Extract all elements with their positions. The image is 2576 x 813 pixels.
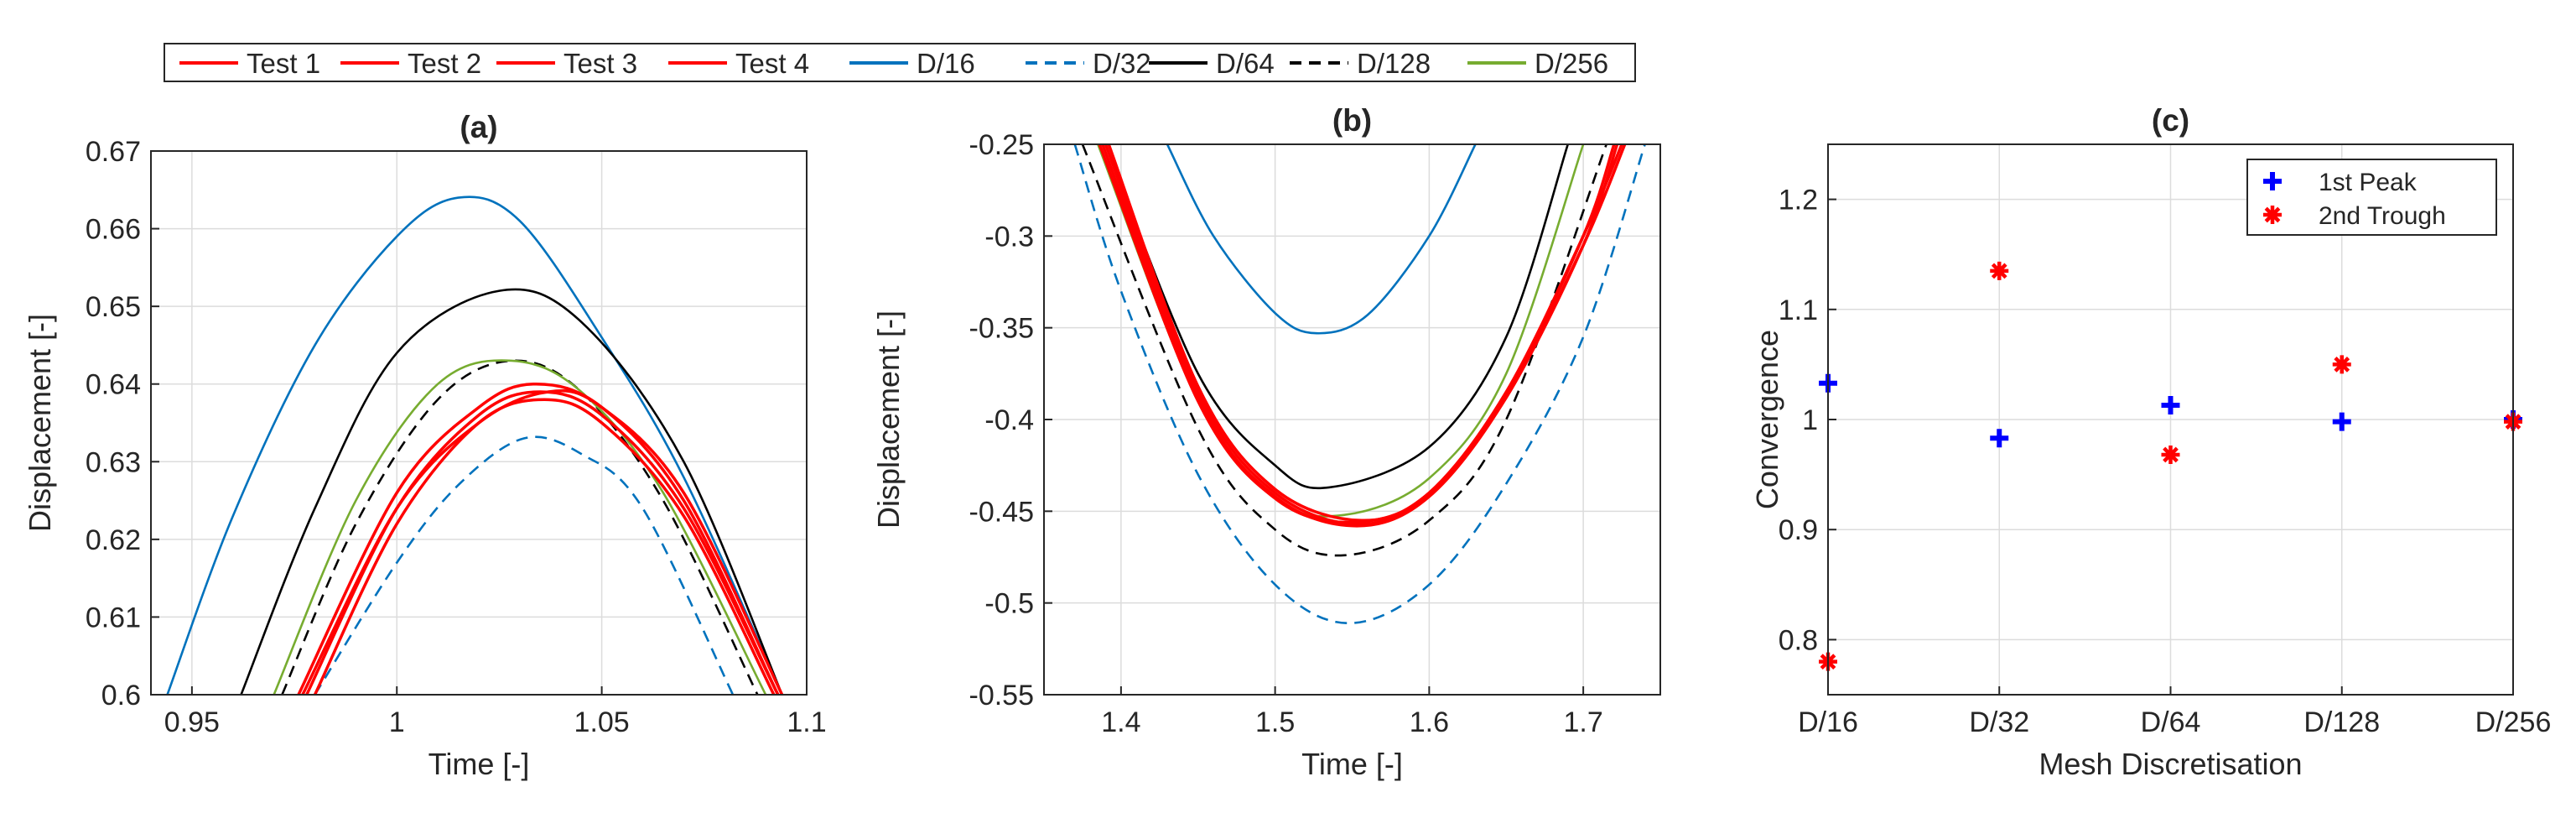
x-tick-label: D/128 (2303, 706, 2380, 738)
y-axis-label: Displacement [-] (23, 314, 57, 532)
legend-marker-1st-peak (2263, 172, 2282, 190)
x-tick-label: D/32 (1969, 706, 2029, 738)
legend-label-test-3: Test 3 (564, 48, 637, 79)
legend-label-d-256: D/256 (1535, 48, 1608, 79)
series-line-test-4 (301, 389, 784, 695)
legend-label-d-16: D/16 (917, 48, 975, 79)
panel-b: -0.55 -0.5 -0.45 -0.4 -0.35 -0.3 -0.25 1.4 1.5 1.… (871, 103, 1661, 781)
legend-label-1st-peak: 1st Peak (2319, 169, 2418, 196)
y-tick-label: 0.67 (86, 136, 141, 168)
x-tick-label: 1.05 (574, 706, 630, 738)
y-tick-label: 0.66 (86, 214, 141, 246)
y-tick-label: 0.6 (101, 680, 141, 711)
series-line-d-128 (1081, 144, 1607, 557)
x-tick-label: D/64 (2141, 706, 2201, 738)
legend-label-d-64: D/64 (1216, 48, 1275, 79)
x-tick-label: 0.95 (164, 706, 220, 738)
x-axis-label: Time [-] (1301, 747, 1403, 781)
y-tick-label: 1 (1802, 404, 1818, 436)
axes-box (150, 150, 808, 696)
point-1st-peak-d-32 (1990, 429, 2009, 448)
y-tick-label: 0.62 (86, 524, 141, 556)
series-line-test-4 (1107, 144, 1627, 523)
y-axis-label: Convergence (1750, 330, 1784, 509)
legend-marker-2nd-trough (2263, 206, 2282, 224)
y-tick-label: 0.63 (86, 446, 141, 478)
y-tick-label: -0.3 (984, 221, 1034, 253)
panel-title: (b) (1332, 103, 1372, 138)
top-legend: Test 1 Test 2 Test 3 Test 4 D/16 D/32 D/64 D/12… (164, 43, 1636, 82)
legend-label-test-4: Test 4 (735, 48, 809, 79)
y-tick-label: -0.35 (969, 313, 1035, 345)
x-tick-label: 1.5 (1255, 706, 1295, 738)
y-tick-label: 0.9 (1779, 514, 1818, 546)
y-tick-label: 0.65 (86, 291, 141, 323)
point-1st-peak-d-128 (2332, 412, 2351, 431)
legend-label-d-128: D/128 (1357, 48, 1431, 79)
series-line-d-256 (273, 359, 767, 695)
y-axis-label: Displacement [-] (871, 310, 906, 529)
x-axis-label: Time [-] (428, 747, 530, 781)
y-tick-label: 1.1 (1779, 294, 1818, 326)
point-2nd-trough-d-32 (1990, 261, 2009, 280)
series-line-d-64 (1104, 144, 1569, 490)
panel-title: (a) (460, 110, 497, 144)
y-tick-label: 0.8 (1779, 624, 1818, 656)
x-tick-label: 1.7 (1563, 706, 1602, 738)
point-1st-peak-d-64 (2161, 395, 2180, 414)
series-line-d-128 (281, 359, 759, 695)
point-2nd-trough-d-64 (2161, 445, 2180, 464)
legend-label-d-32: D/32 (1093, 48, 1151, 79)
x-tick-label: 1.6 (1410, 706, 1449, 738)
scatter-legend-box (2246, 159, 2497, 236)
x-tick-label: 1 (389, 706, 405, 738)
y-tick-label: -0.45 (969, 496, 1035, 528)
legend-label-test-2: Test 2 (408, 48, 481, 79)
panel-a: 0.6 0.61 0.62 0.63 0.64 0.65 0.66 0.67 0.95 1 1.05… (23, 110, 827, 781)
x-tick-label: 1.4 (1101, 706, 1140, 738)
y-tick-label: -0.55 (969, 680, 1035, 711)
y-tick-label: 1.2 (1779, 185, 1818, 216)
series-line-d-64 (240, 288, 783, 695)
series-line-test-3 (297, 382, 780, 695)
scatter-legend: 1st Peak 2nd Trough (2246, 159, 2497, 236)
panel-c: 0.8 0.9 1 1.1 1.2 D/16 D/32 D/64 D/128 D/256 1st P… (1750, 103, 2551, 781)
series-line-d-16 (1166, 144, 1477, 335)
x-tick-label: 1.1 (787, 706, 826, 738)
legend-label-test-1: Test 1 (247, 48, 320, 79)
series-line-d-32 (314, 435, 735, 695)
y-tick-label: -0.25 (969, 129, 1035, 161)
series-line-d-32 (1073, 144, 1646, 625)
panel-title: (c) (2152, 103, 2189, 138)
y-tick-label: -0.5 (984, 588, 1034, 620)
series-lines (1073, 144, 1646, 625)
y-tick-label: 0.61 (86, 602, 141, 633)
y-tick-label: 0.64 (86, 369, 141, 401)
y-tick-label: -0.4 (984, 404, 1034, 436)
series-lines (166, 195, 784, 695)
series-line-d-16 (166, 195, 783, 695)
point-2nd-trough-d-128 (2332, 355, 2351, 374)
x-axis-label: Mesh Discretisation (2038, 747, 2302, 781)
x-tick-label: D/16 (1798, 706, 1858, 738)
series-line-test-2 (313, 398, 776, 695)
x-tick-label: D/256 (2475, 706, 2552, 738)
legend-label-2nd-trough: 2nd Trough (2319, 202, 2446, 230)
